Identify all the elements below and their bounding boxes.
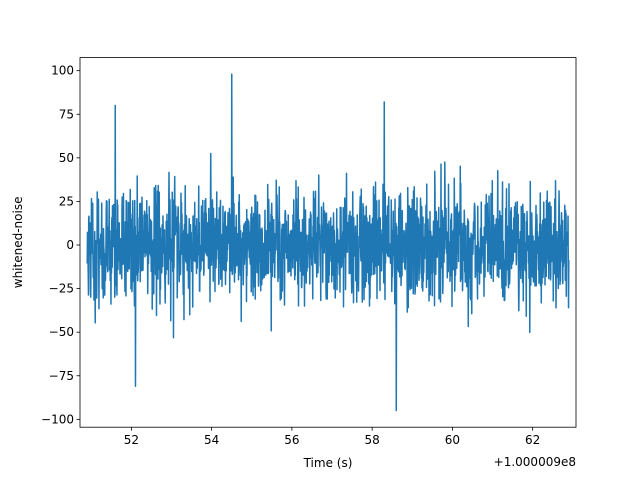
x-tick-label: 56 [284,433,299,447]
y-tick-label: −100 [41,412,74,426]
x-offset-label: +1.000009e8 [494,455,576,469]
series-layer [86,73,570,412]
y-tick-label: 50 [59,151,74,165]
y-tick-label: 100 [51,64,74,78]
y-axis: −100 −75 −50 −25 0 25 50 75 100 [41,64,80,426]
y-axis-label: whitened-noise [11,197,25,289]
y-tick-label: 0 [66,238,74,252]
y-tick-label: −75 [49,369,74,383]
x-tick-label: 54 [204,433,219,447]
y-tick-label: −50 [49,325,74,339]
y-tick-label: 25 [59,194,74,208]
x-axis-label: Time (s) [303,456,353,470]
x-tick-label: 62 [525,433,540,447]
y-tick-label: 75 [59,107,74,121]
series-line [86,73,570,412]
x-tick-label: 52 [124,433,139,447]
x-tick-label: 58 [365,433,380,447]
plot-frame [79,57,577,428]
x-axis: 52 54 56 58 60 62 [124,427,540,447]
y-tick-label: −25 [49,282,74,296]
x-tick-label: 60 [445,433,460,447]
